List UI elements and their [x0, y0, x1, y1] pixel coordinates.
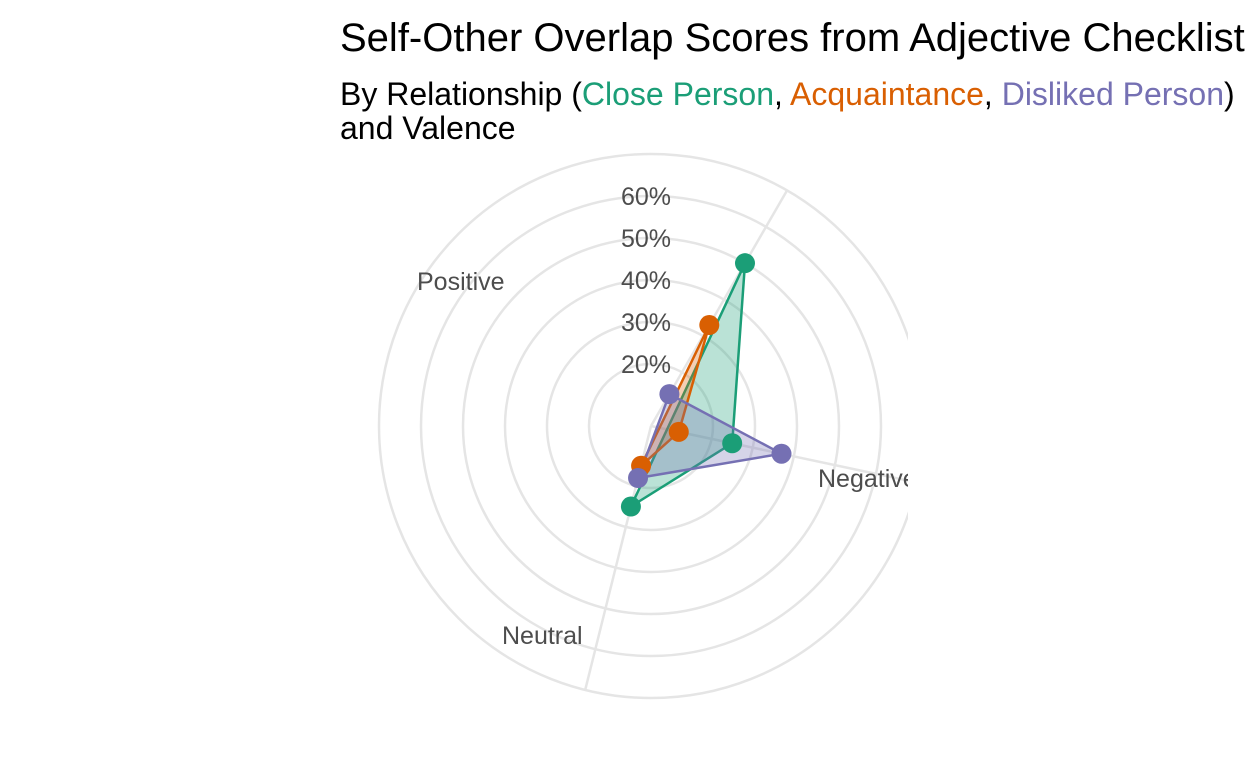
legend-entry-close-person: Close Person	[582, 76, 774, 112]
chart-title: Self-Other Overlap Scores from Adjective…	[340, 16, 1245, 60]
series-2-point-0	[659, 384, 680, 405]
legend-entry-acquaintance: Acquaintance	[790, 76, 984, 112]
radar-tick-labels: 20% 30% 40% 50% 60%	[621, 183, 671, 379]
r-tick-label-0: 20%	[621, 351, 671, 379]
grid-circle-0	[587, 362, 715, 490]
grid-circle-2	[503, 278, 799, 574]
grid-circle-4	[419, 194, 883, 658]
series-1-point-1	[668, 421, 689, 442]
r-tick-label-1: 30%	[621, 309, 671, 337]
axis-label-negative: Negative	[818, 465, 917, 493]
subtitle-separator-1: ,	[774, 76, 790, 112]
axis-label-neutral: Neutral	[502, 622, 583, 650]
r-tick-label-2: 40%	[621, 267, 671, 295]
chart-subtitle: By Relationship (Close Person, Acquainta…	[340, 76, 1235, 112]
series-0-point-1	[722, 433, 743, 454]
series-2-point-1	[771, 443, 792, 464]
legend-entry-disliked-person: Disliked Person	[1002, 76, 1224, 112]
subtitle-prefix: By Relationship (	[340, 76, 582, 112]
axis-label-positive: Positive	[417, 268, 505, 296]
r-tick-label-3: 50%	[621, 225, 671, 253]
grid-circle-1	[545, 320, 757, 532]
series-area-0	[627, 262, 747, 510]
radar-panel: 20% 30% 40% 50% 60% Positive Negative Neutral	[377, 152, 917, 700]
r-tick-label-4: 60%	[621, 183, 671, 211]
series-1-point-0	[699, 315, 720, 336]
series-0-point-2	[620, 496, 641, 517]
grid-circle-5	[377, 152, 908, 700]
grid-circle-3	[461, 236, 841, 616]
series-area-2	[636, 392, 786, 480]
series-0-point-0	[735, 253, 755, 274]
series-2-point-2	[628, 468, 649, 489]
subtitle-separator-2: ,	[984, 76, 1002, 112]
subtitle-suffix: )	[1224, 76, 1235, 112]
radar-series	[620, 253, 792, 517]
chart-subtitle-line-2: and Valence	[340, 110, 516, 146]
radar-axis-labels: Positive Negative Neutral	[417, 268, 917, 650]
